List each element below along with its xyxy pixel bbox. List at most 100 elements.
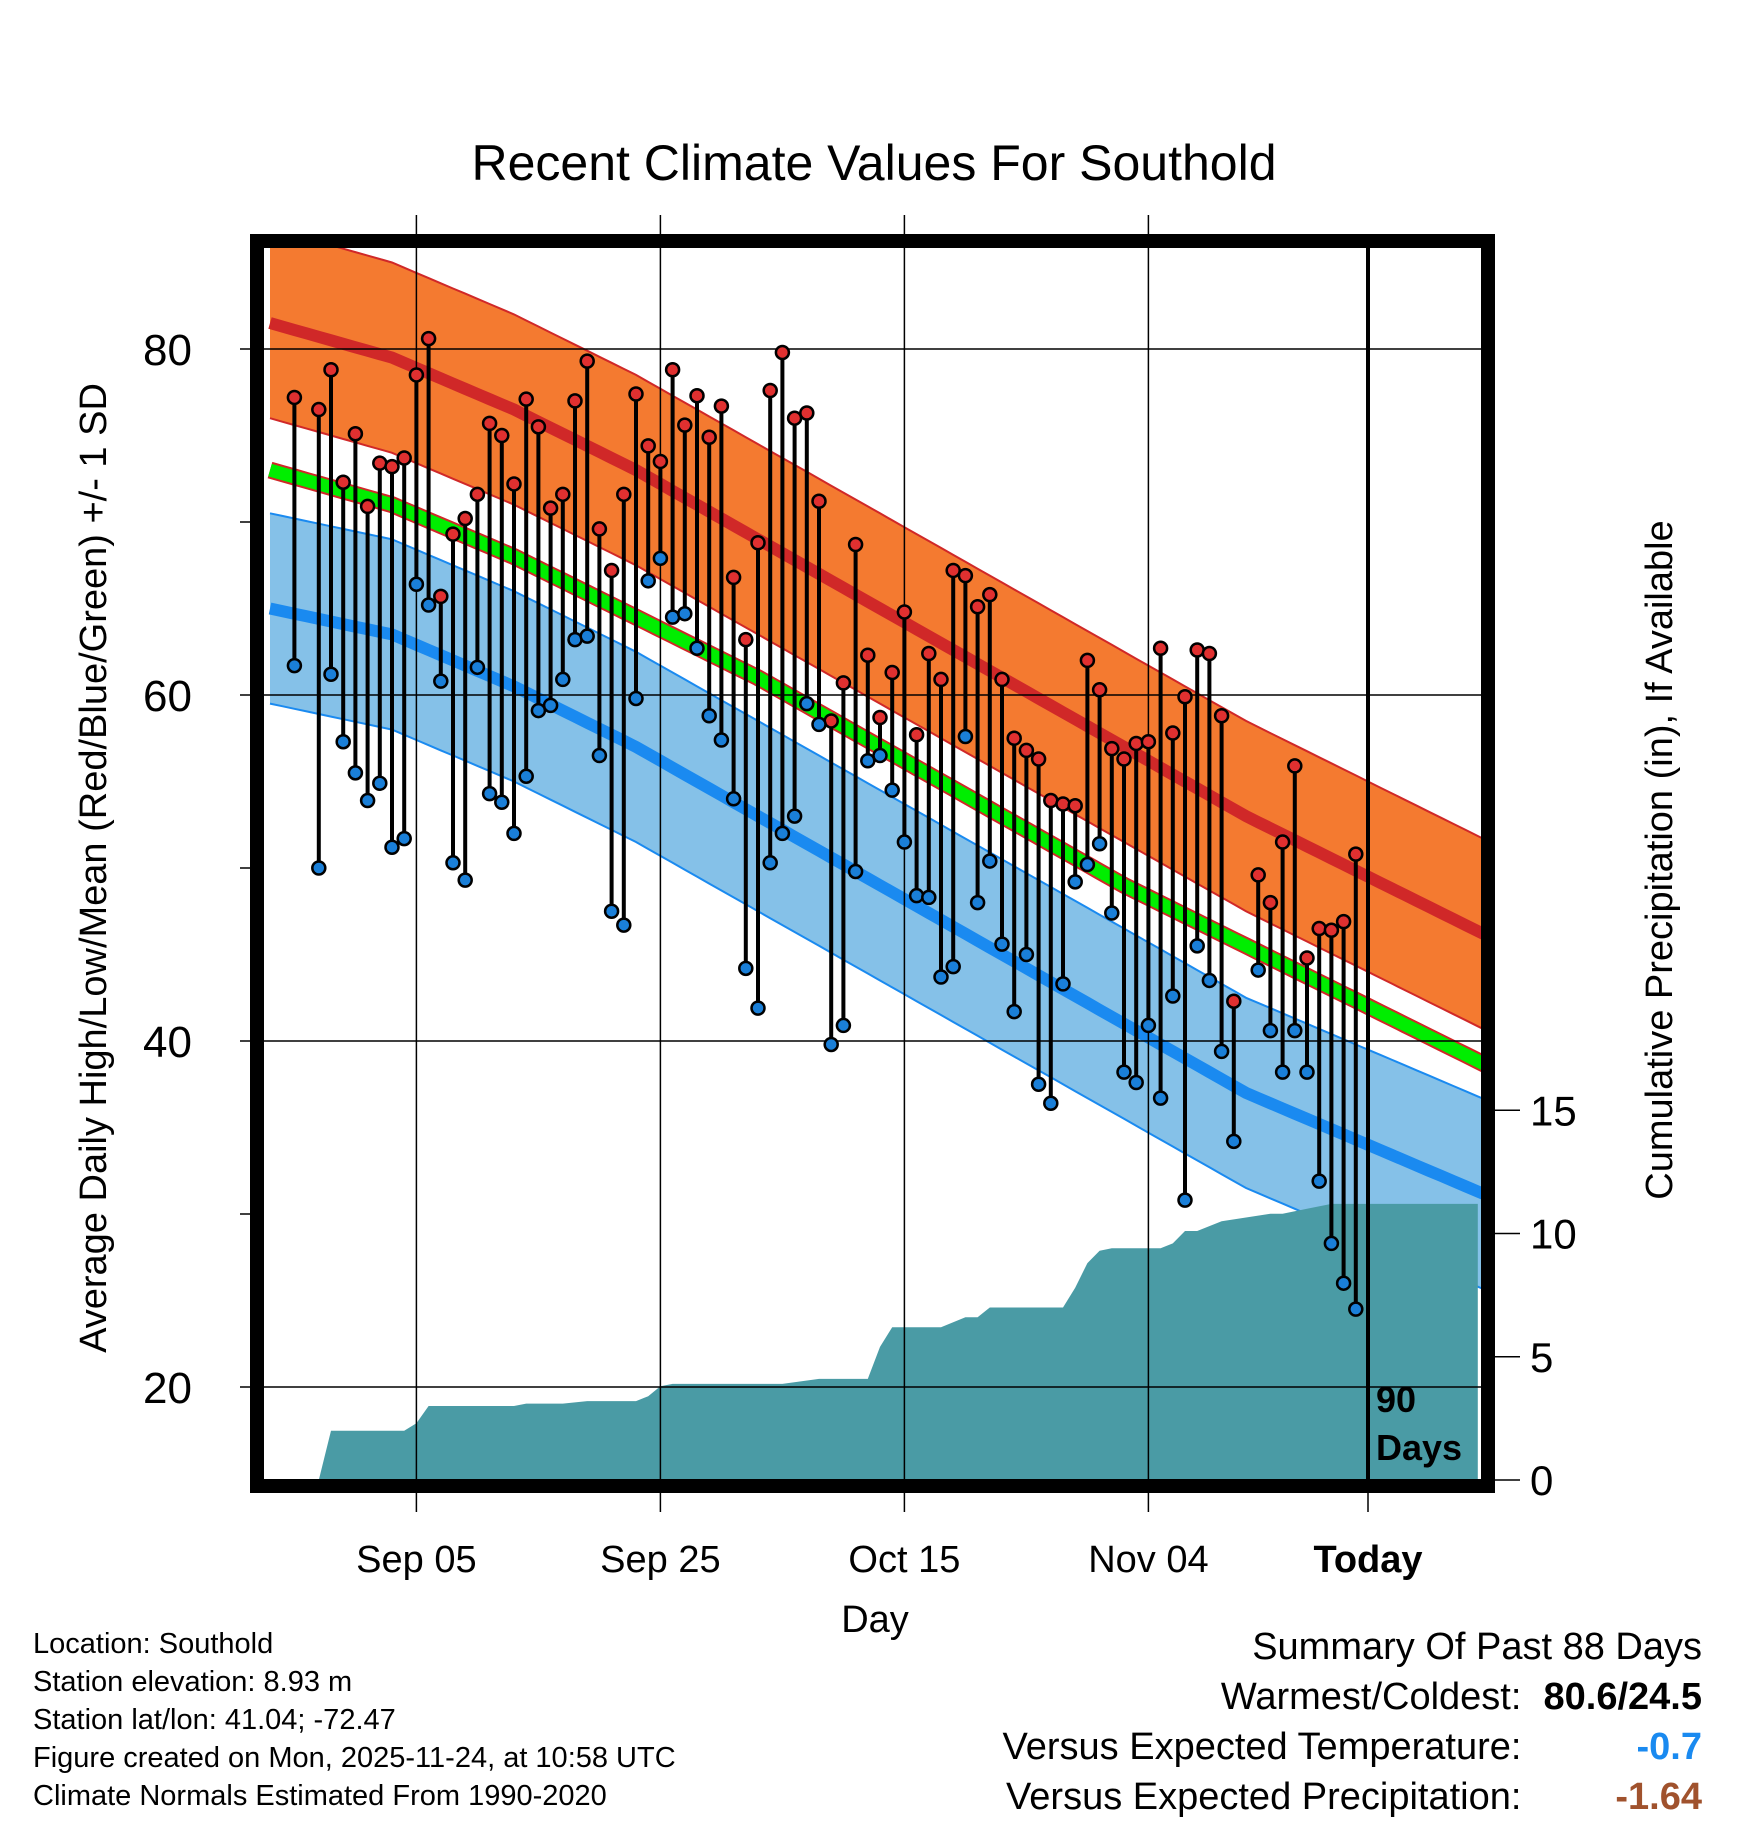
high-point: [835, 675, 852, 691]
low-point: [762, 855, 778, 871]
low-point: [957, 728, 974, 745]
plot-area: [263, 247, 1482, 1480]
low-point: [1213, 1043, 1230, 1060]
low-point: [1165, 988, 1181, 1004]
created-text: Figure created on Mon, 2025-11-24, at 10…: [33, 1742, 676, 1774]
y-axis-label: Average Daily High/Low/Mean (Red/Blue/Gr…: [73, 383, 115, 1353]
x-axis-label: Day: [841, 1599, 909, 1641]
high-point: [457, 510, 473, 527]
normals-text: Climate Normals Estimated From 1990-2020: [33, 1780, 607, 1812]
high-point: [311, 401, 327, 418]
low-point: [677, 605, 693, 622]
high-point: [1287, 758, 1303, 774]
today-days-label-2: Days: [1376, 1427, 1462, 1468]
y-tick-label: 80: [143, 326, 192, 375]
high-point: [664, 362, 681, 378]
low-point: [1250, 962, 1266, 978]
high-point: [1018, 742, 1035, 759]
high-point: [347, 426, 364, 442]
high-point: [445, 526, 461, 542]
y2-tick-label: 10: [1530, 1211, 1577, 1258]
low-band-upper-edge: [269, 512, 1482, 1100]
low-point: [652, 550, 669, 567]
high-point: [774, 344, 791, 361]
high-point: [359, 498, 376, 515]
low-point: [396, 830, 412, 847]
low-point: [1104, 905, 1120, 921]
high-point: [750, 535, 766, 551]
high-point: [530, 419, 547, 435]
low-point: [1189, 938, 1205, 954]
low-point: [1311, 1173, 1327, 1189]
low-point: [1018, 946, 1035, 963]
plot-frame: [250, 234, 1495, 1493]
low-point: [542, 697, 559, 714]
low-point: [481, 785, 498, 802]
low-point: [786, 808, 803, 824]
precip-label: Versus Expected Precipitation:: [1006, 1776, 1522, 1818]
low-point: [1348, 1301, 1364, 1317]
low-point: [518, 768, 534, 785]
low-point: [286, 657, 303, 674]
high-point: [408, 367, 425, 383]
low-point: [323, 666, 339, 682]
low-point: [994, 936, 1010, 952]
low-point: [799, 695, 815, 712]
high-point: [579, 353, 595, 369]
low-point: [616, 917, 632, 933]
high-point: [1079, 652, 1096, 669]
high-point: [481, 415, 498, 432]
high-point: [921, 645, 937, 662]
low-point: [1299, 1064, 1315, 1080]
low-point: [872, 747, 888, 764]
low-point: [347, 765, 364, 781]
high-point: [1128, 735, 1144, 752]
high-point: [1140, 733, 1157, 750]
low-point: [1226, 1133, 1242, 1150]
high-point: [433, 588, 449, 605]
low-point: [921, 889, 937, 906]
low-point: [506, 825, 522, 842]
low-point: [408, 576, 425, 593]
low-point: [1079, 856, 1096, 873]
high-point: [933, 671, 949, 688]
precip-area: [294, 1203, 1478, 1480]
low-point: [884, 782, 900, 798]
low-point: [1177, 1192, 1193, 1208]
high-point: [896, 604, 913, 620]
low-point: [1140, 1017, 1157, 1034]
high-point: [652, 453, 669, 470]
station-info: Location: Southold Station elevation: 8.…: [33, 1625, 676, 1815]
y2-tick-label: 15: [1530, 1087, 1577, 1134]
high-point: [1348, 846, 1364, 862]
low-point: [311, 860, 327, 876]
low-sd-band: [270, 513, 1482, 1289]
summary-extremes-row: Warmest/Coldest: 80.6/24.5: [1003, 1672, 1702, 1722]
high-point: [555, 486, 571, 503]
high-point: [713, 398, 730, 414]
low-point: [725, 791, 742, 807]
high-point: [384, 458, 400, 475]
high-point: [1006, 730, 1022, 746]
low-point: [1116, 1064, 1132, 1080]
low-point: [494, 794, 510, 811]
low-point: [1323, 1235, 1340, 1252]
y-tick-label: 40: [143, 1018, 192, 1067]
high-point: [762, 382, 778, 399]
low-point: [982, 853, 998, 869]
summary-title: Summary Of Past 88 Days: [1252, 1626, 1702, 1668]
low-point: [579, 628, 595, 644]
latlon-text: Station lat/lon: 41.04; -72.47: [33, 1704, 396, 1736]
low-point: [847, 863, 864, 880]
low-point: [469, 659, 486, 676]
high-point: [603, 562, 620, 579]
high-point: [1274, 834, 1291, 850]
high-point: [677, 417, 693, 433]
low-point: [1030, 1076, 1047, 1092]
low-point: [713, 732, 730, 748]
low-point: [433, 673, 449, 689]
high-point: [1311, 920, 1327, 937]
high-point: [542, 500, 559, 516]
low-point: [1055, 976, 1071, 992]
